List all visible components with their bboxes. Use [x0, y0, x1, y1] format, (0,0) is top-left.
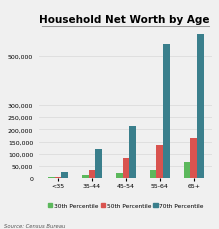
Bar: [48, 177, 55, 179]
Bar: [190, 138, 197, 179]
Bar: [89, 170, 95, 179]
Bar: [197, 35, 204, 179]
Legend: 30th Percentile, 50th Percentile, 70th Percentile: 30th Percentile, 50th Percentile, 70th P…: [48, 203, 204, 209]
Bar: [184, 163, 190, 179]
Bar: [62, 172, 68, 179]
Bar: [150, 170, 156, 179]
Bar: [82, 175, 89, 179]
Bar: [129, 126, 136, 179]
Bar: [116, 173, 123, 179]
Text: Source: Census Bureau: Source: Census Bureau: [4, 223, 66, 228]
Bar: [163, 45, 170, 179]
Bar: [95, 149, 102, 179]
Text: Household Net Worth by Age: Household Net Worth by Age: [39, 15, 210, 25]
Bar: [156, 146, 163, 179]
Bar: [55, 177, 62, 179]
Bar: [123, 158, 129, 179]
